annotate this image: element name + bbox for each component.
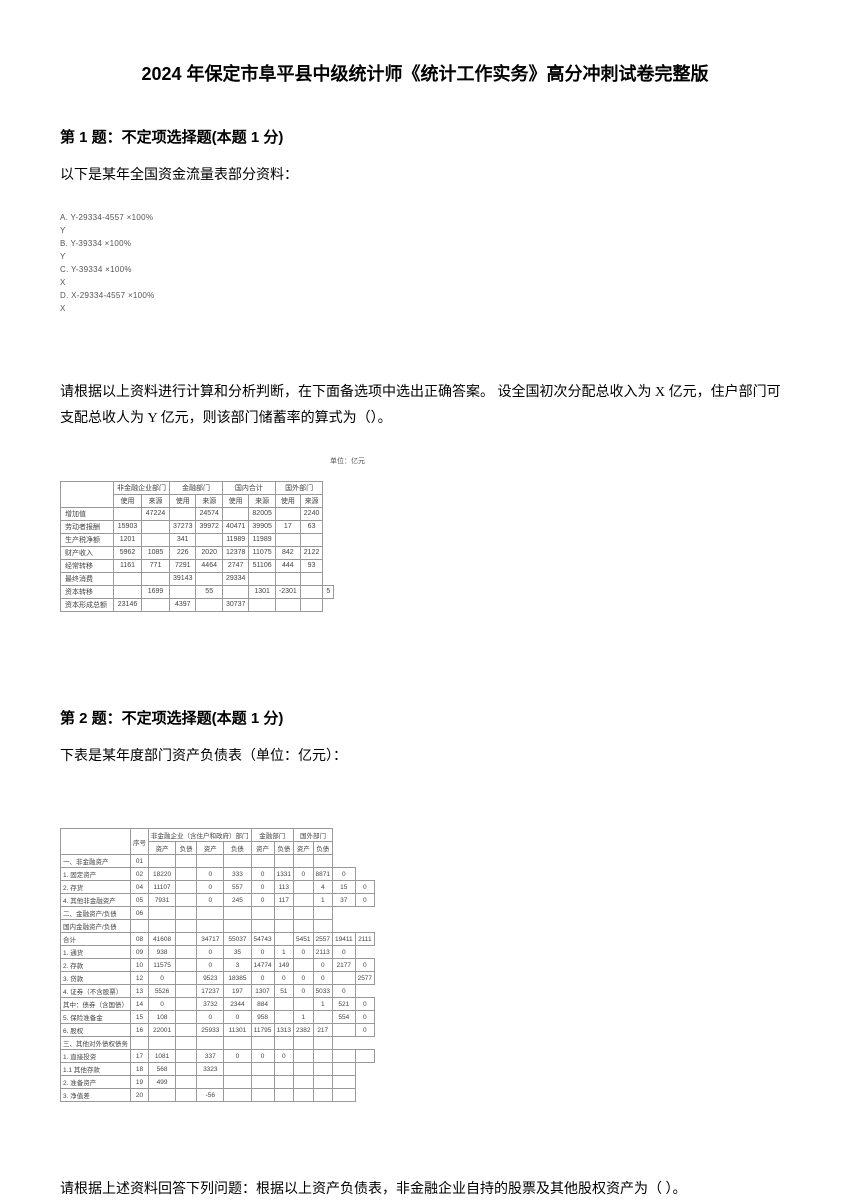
q1-formula-block: A. Y-29334-4557 ×100% Y B. Y-39334 ×100%… <box>60 212 790 315</box>
formula-line: X <box>60 277 790 289</box>
formula-line: Y <box>60 225 790 237</box>
q1-body: 请根据以上资料进行计算和分析判断，在下面备选项中选出正确答案。 设全国初次分配总… <box>60 380 790 430</box>
q2-intro: 下表是某年度部门资产负债表（单位：亿元）： <box>60 746 790 768</box>
q2-table: 序号非金融企业（含住户和政府）部门金融部门国外部门资产负债资产负债资产负债资产负… <box>60 828 375 1102</box>
document-title: 2024 年保定市阜平县中级统计师《统计工作实务》高分冲刺试卷完整版 <box>60 60 790 86</box>
formula-line: D. X-29334-4557 ×100% <box>60 290 790 302</box>
q1-table-unit: 单位：亿元 <box>60 456 365 466</box>
q1-table: 非金融企业部门金融部门国内合计国外部门使用来源使用来源使用来源使用来源增加值47… <box>60 481 334 612</box>
formula-line: A. Y-29334-4557 ×100% <box>60 212 790 224</box>
q2-body: 请根据上述资料回答下列问题：根据以上资产负债表，非金融企业自持的股票及其他股权资… <box>60 1177 790 1202</box>
formula-line: Y <box>60 251 790 263</box>
q2-header: 第 2 题：不定项选择题(本题 1 分) <box>60 707 790 728</box>
q1-intro: 以下是某年全国资金流量表部分资料： <box>60 165 790 187</box>
formula-line: X <box>60 303 790 315</box>
formula-line: C. Y-39334 ×100% <box>60 264 790 276</box>
q1-header: 第 1 题：不定项选择题(本题 1 分) <box>60 126 790 147</box>
formula-line: B. Y-39334 ×100% <box>60 238 790 250</box>
